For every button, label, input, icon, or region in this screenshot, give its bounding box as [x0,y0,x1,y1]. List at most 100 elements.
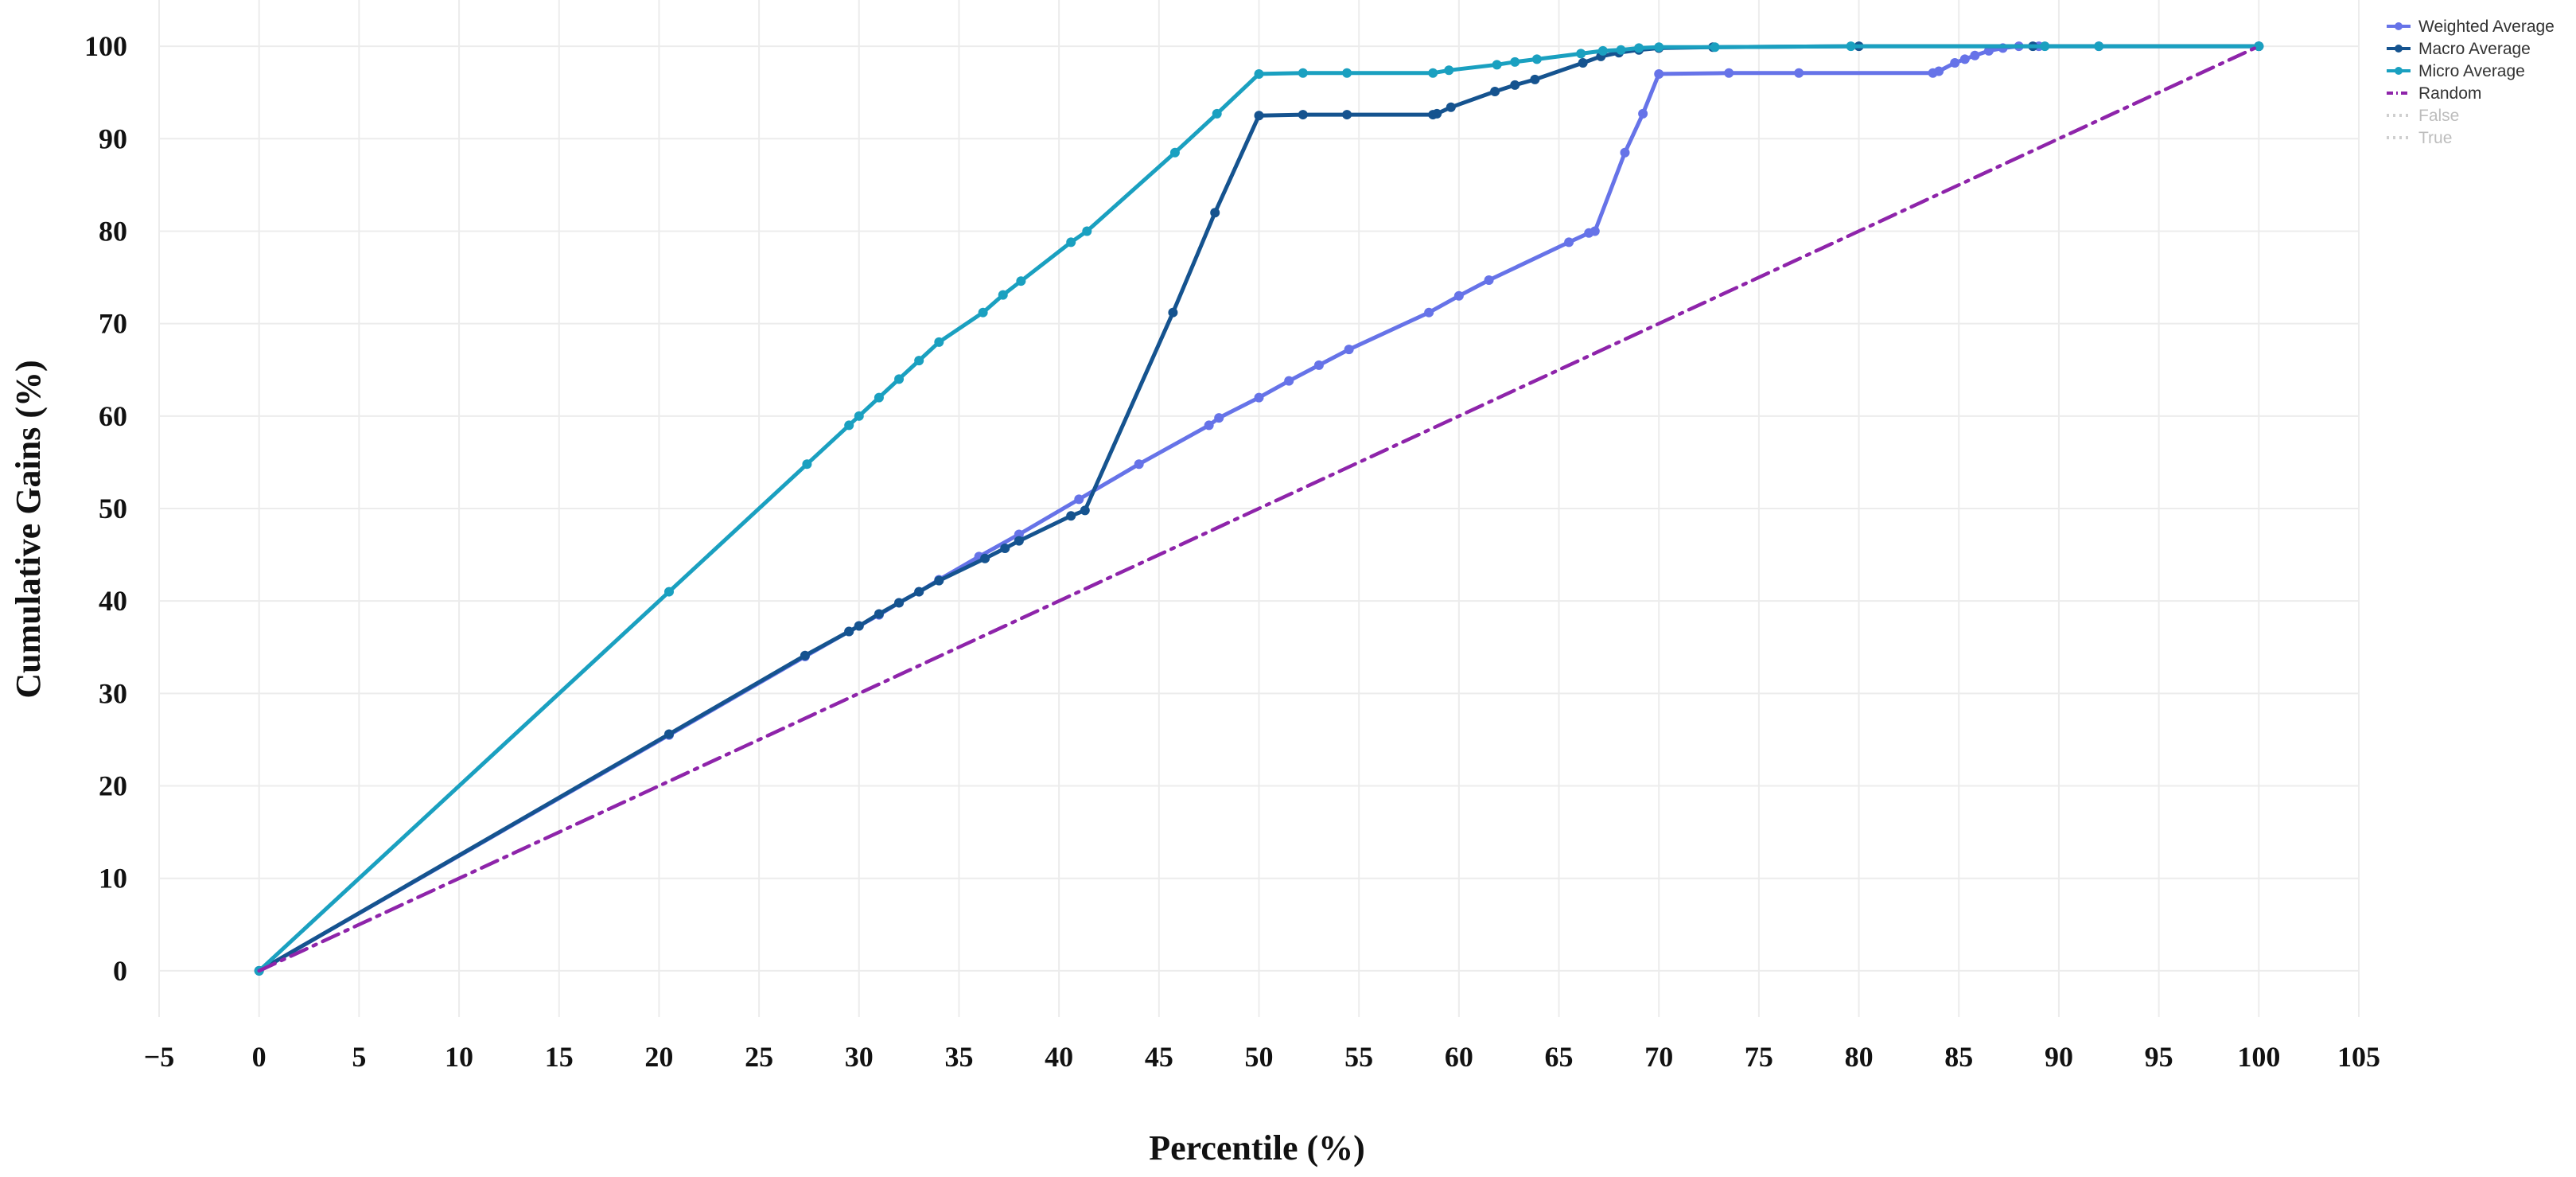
x-tick-label: 65 [1545,1041,1574,1073]
data-point [1342,68,1352,78]
data-point [1432,108,1442,119]
data-point [1934,66,1944,76]
data-point [1298,68,1308,78]
legend-label: Weighted Average [2418,18,2555,36]
y-tick-label: 100 [84,30,127,62]
y-axis-label: Cumulative Gains (%) [9,360,48,698]
data-point [1204,420,1214,431]
legend-label: Random [2418,84,2481,103]
data-point [1576,49,1586,59]
data-point [914,587,924,597]
legend-item-true[interactable]: True [2387,129,2452,147]
data-point [1492,60,1502,70]
data-point [1066,511,1076,521]
x-tick-label: 0 [252,1041,267,1073]
data-point [854,621,864,631]
data-point [1446,102,1456,112]
x-tick-label: 90 [2045,1041,2073,1073]
data-point [1254,111,1264,121]
data-point [800,650,810,661]
legend-item-macro-average[interactable]: Macro Average [2387,40,2531,58]
x-tick-label: 70 [1644,1041,1673,1073]
x-tick-label: 75 [1745,1041,1773,1073]
legend-item-false[interactable]: False [2387,107,2459,125]
x-tick-label: 55 [1344,1041,1373,1073]
legend-item-random[interactable]: Random [2387,84,2481,103]
legend-label: Micro Average [2418,62,2525,80]
data-point [1484,275,1494,286]
legend-marker [2395,22,2403,30]
legend-item-weighted-average[interactable]: Weighted Average [2387,18,2555,36]
y-tick-label: 50 [99,493,127,524]
series-lines [254,41,2264,976]
y-tick-label: 90 [99,123,127,154]
data-point [980,553,990,563]
data-point [1428,68,1438,78]
y-tick-label: 0 [113,955,127,987]
data-point [1564,237,1574,247]
data-point [1634,43,1644,53]
data-point [1210,208,1220,218]
x-tick-label: 10 [445,1041,473,1073]
data-point [844,626,854,637]
data-point [1846,41,1856,52]
data-point [1970,50,1980,60]
data-point [1959,54,1970,64]
legend-marker [2395,45,2403,53]
legend-item-micro-average[interactable]: Micro Average [2387,62,2525,80]
data-point [1313,360,1324,370]
data-point [1014,536,1024,546]
x-tick-label: 60 [1445,1041,1473,1073]
data-point [1620,147,1630,158]
data-point [1531,54,1542,64]
data-point [1074,494,1084,505]
x-tick-label: 50 [1245,1041,1274,1073]
data-point [1169,147,1180,158]
y-tick-label: 70 [99,308,127,340]
x-tick-label: 95 [2145,1041,2173,1073]
grid [158,0,2360,1017]
data-point [1710,42,1720,53]
series-micro-average [254,41,2264,976]
data-point [1794,68,1804,78]
data-point [1284,376,1294,386]
x-tick-label: 80 [1845,1041,1874,1073]
series-line [257,44,2261,973]
data-point [1168,307,1178,318]
data-point [1254,68,1264,79]
data-point [874,392,884,403]
data-point [1424,307,1434,318]
y-tick-label: 60 [99,400,127,432]
data-point [1453,290,1464,301]
data-point [914,356,924,366]
data-point [663,587,674,597]
y-tick-label: 80 [99,215,127,247]
data-point [1724,68,1734,78]
series-random [257,44,2261,973]
data-point [1654,42,1664,53]
legend-marker [2395,67,2403,75]
data-point [998,290,1008,300]
data-point [1016,276,1026,286]
data-point [1510,80,1520,90]
x-tick-label: 85 [1944,1041,1973,1073]
x-tick-label: 30 [845,1041,874,1073]
y-tick-label: 10 [99,863,127,894]
data-point [1344,345,1354,355]
data-point [1597,45,1608,56]
series-line [257,44,2261,973]
data-point [1080,505,1090,516]
data-point [1510,57,1520,67]
data-point [1000,543,1010,553]
y-tick-label: 20 [99,770,127,802]
legend-label: True [2418,129,2452,147]
data-point [1490,87,1500,97]
data-point [894,374,905,384]
data-point [1298,110,1308,120]
legend[interactable]: Weighted Average Macro Average Micro Avera… [2387,18,2555,147]
data-point [1212,108,1222,119]
data-point [1638,108,1648,119]
data-point [934,575,944,586]
x-tick-label: 100 [2237,1041,2280,1073]
